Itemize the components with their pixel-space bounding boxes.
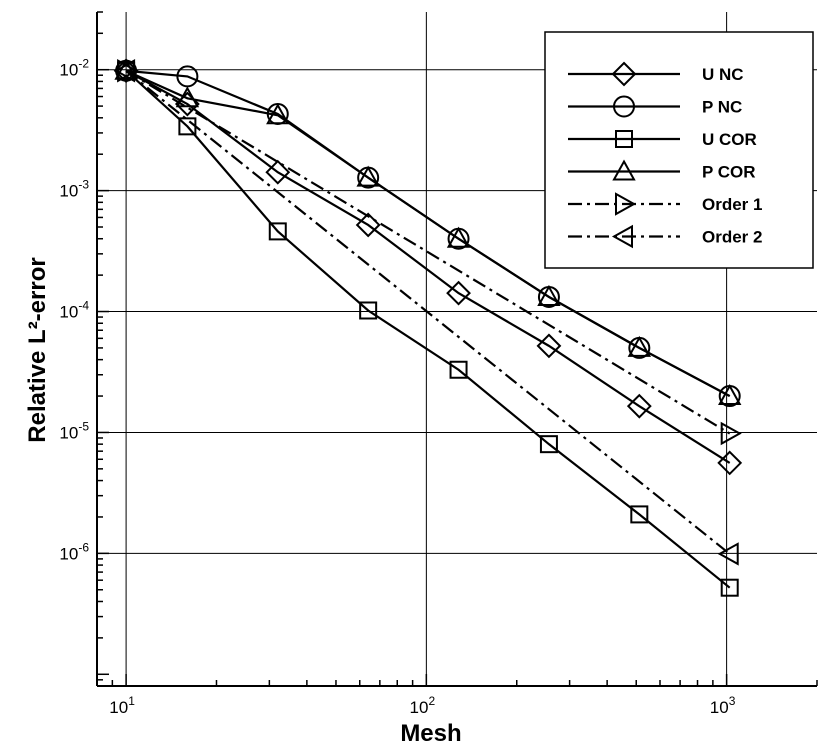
y-tick-label: 10-6 [59, 540, 89, 563]
data-series [113, 58, 743, 597]
series-line-u-cor [125, 69, 731, 589]
legend-label-p-cor: P COR [702, 163, 756, 182]
legend-label-u-cor: U COR [702, 130, 757, 149]
data-point-order-2 [114, 59, 136, 83]
data-point-u-nc [536, 333, 562, 359]
y-axis-title: Relative L²-error [24, 257, 51, 442]
legend-label-u-nc: U NC [702, 65, 744, 84]
legend-label-order-2: Order 2 [702, 228, 762, 247]
data-point-u-cor [359, 301, 378, 320]
data-point-p-cor [718, 383, 742, 406]
legend-marker-order-2 [611, 224, 633, 249]
legend-marker-u-nc [611, 61, 637, 87]
data-point-order-2 [717, 542, 739, 566]
data-point-u-nc [265, 159, 291, 185]
legend-label-order-1: Order 1 [702, 195, 762, 214]
data-point-u-cor [720, 578, 739, 597]
data-point-p-cor [537, 284, 561, 306]
legend-marker-p-cor [612, 159, 636, 181]
axes: 101 102 103 10-2 10-3 10-4 10-5 10-6 [59, 11, 818, 717]
data-point-order-1 [720, 421, 742, 446]
y-tick-label: 10-2 [59, 57, 89, 80]
data-point-p-cor [114, 58, 138, 80]
legend-marker-p-nc [613, 95, 635, 118]
data-point-u-nc [446, 280, 471, 306]
legend: U NC P NC U COR P COR Order 1 Order 2 [544, 31, 814, 269]
data-point-u-cor [268, 222, 287, 241]
data-point-u-cor [630, 505, 649, 524]
x-tick-label: 101 [109, 694, 135, 717]
data-point-u-cor [449, 360, 468, 379]
data-point-p-cor [446, 226, 471, 248]
x-tick-label: 102 [410, 694, 436, 717]
data-point-p-cor [356, 165, 380, 187]
data-point-p-cor [175, 86, 200, 108]
y-tick-label: 10-5 [59, 419, 89, 442]
data-point-p-cor [627, 335, 652, 357]
data-point-u-cor [539, 435, 558, 454]
data-point-p-cor [266, 103, 290, 125]
legend-marker-u-cor [615, 130, 633, 148]
series-u-cor [117, 61, 739, 597]
series-line-order-2 [125, 69, 731, 555]
legend-marker-order-1 [615, 192, 637, 216]
data-point-u-nc [626, 393, 652, 419]
series-order-2 [114, 59, 739, 566]
y-tick-label: 10-3 [59, 178, 89, 201]
legend-box [544, 31, 814, 269]
series-line-p-cor [125, 69, 731, 398]
series-p-cor [114, 58, 742, 406]
legend-label-p-nc: P NC [702, 98, 742, 117]
data-point-u-nc [717, 450, 743, 476]
series-line-order-1 [125, 69, 731, 435]
x-axis-title: Mesh [400, 720, 461, 747]
y-tick-label: 10-4 [59, 299, 89, 322]
x-tick-label: 103 [710, 694, 736, 717]
